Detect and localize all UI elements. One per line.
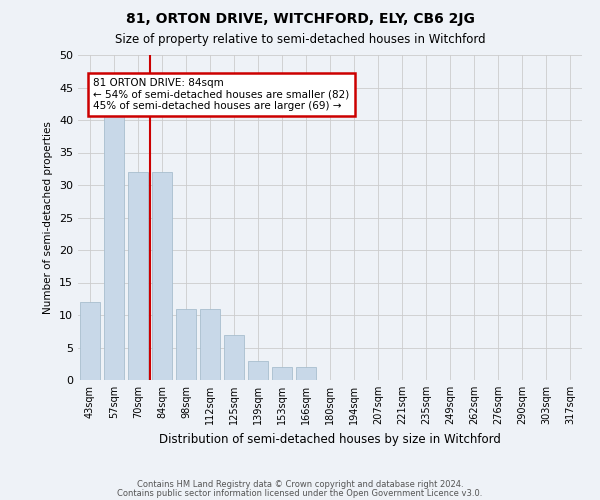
Bar — [128, 172, 148, 380]
X-axis label: Distribution of semi-detached houses by size in Witchford: Distribution of semi-detached houses by … — [159, 432, 501, 446]
Bar — [104, 114, 124, 380]
Bar — [176, 308, 196, 380]
Text: Contains HM Land Registry data © Crown copyright and database right 2024.: Contains HM Land Registry data © Crown c… — [137, 480, 463, 489]
Bar — [80, 302, 100, 380]
Bar — [296, 367, 316, 380]
Y-axis label: Number of semi-detached properties: Number of semi-detached properties — [43, 121, 53, 314]
Bar — [200, 308, 220, 380]
Bar — [248, 360, 268, 380]
Text: Contains public sector information licensed under the Open Government Licence v3: Contains public sector information licen… — [118, 488, 482, 498]
Bar — [224, 334, 244, 380]
Bar — [272, 367, 292, 380]
Bar — [152, 172, 172, 380]
Text: 81 ORTON DRIVE: 84sqm
← 54% of semi-detached houses are smaller (82)
45% of semi: 81 ORTON DRIVE: 84sqm ← 54% of semi-deta… — [93, 78, 349, 111]
Text: 81, ORTON DRIVE, WITCHFORD, ELY, CB6 2JG: 81, ORTON DRIVE, WITCHFORD, ELY, CB6 2JG — [125, 12, 475, 26]
Text: Size of property relative to semi-detached houses in Witchford: Size of property relative to semi-detach… — [115, 32, 485, 46]
